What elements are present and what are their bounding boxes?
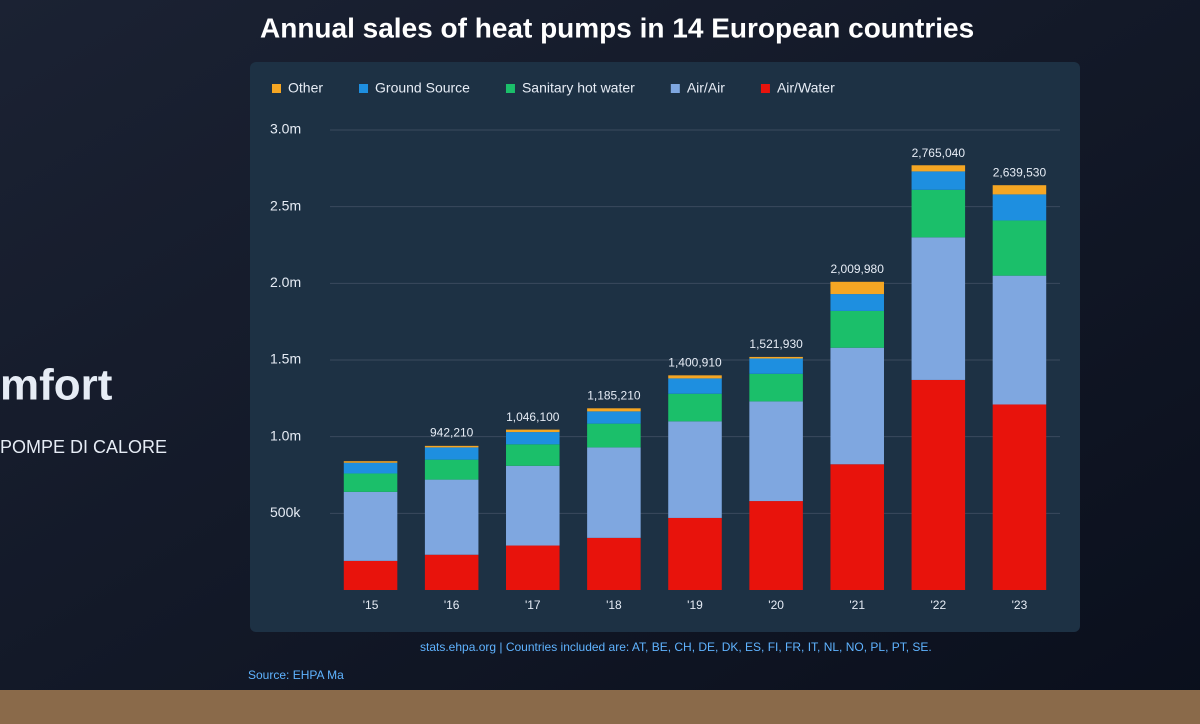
legend-swatch — [505, 84, 515, 93]
bar-segment — [992, 185, 1047, 195]
total-label: 2,765,040 — [912, 146, 966, 160]
bar-segment — [506, 465, 560, 546]
legend-label: Sanitary hot water — [522, 80, 635, 96]
bar-segment — [424, 445, 479, 448]
legend-swatch — [272, 84, 281, 93]
bar-segment — [506, 444, 560, 466]
bar-segment — [749, 401, 803, 502]
bar-segment — [830, 347, 884, 465]
x-tick-label: '16 — [444, 598, 460, 612]
bar-segment — [587, 423, 641, 448]
total-label: 1,185,210 — [587, 388, 641, 402]
x-tick-label: '23 — [1012, 598, 1028, 612]
legend-swatch — [760, 84, 770, 93]
bar-segment — [343, 462, 398, 474]
bar-segment — [830, 281, 884, 295]
bar-segment — [911, 165, 966, 172]
y-tick-label: 1.5m — [270, 351, 301, 367]
bar-segment — [424, 447, 479, 460]
bar-segment — [992, 404, 1047, 590]
bar-segment — [830, 294, 884, 311]
bar-segment — [749, 501, 803, 590]
legend-swatch — [670, 84, 680, 93]
bar-segment — [424, 479, 479, 555]
bar-segment — [343, 461, 398, 463]
x-tick-label: '17 — [525, 598, 541, 612]
legend-label: Other — [288, 80, 323, 96]
bar-segment — [749, 358, 803, 374]
total-label: 2,009,980 — [831, 262, 885, 276]
bar-segment — [668, 375, 722, 379]
x-tick-label: '18 — [606, 598, 622, 612]
y-tick-label: 2.5m — [270, 197, 301, 213]
legend-label: Ground Source — [375, 80, 470, 96]
bar-segment — [587, 447, 641, 538]
chart-title: Annual sales of heat pumps in 14 Europea… — [260, 12, 974, 43]
bar-segment — [424, 554, 479, 590]
total-label: 1,046,100 — [506, 410, 560, 424]
y-tick-label: 1.0m — [270, 427, 301, 443]
bar-segment — [587, 408, 641, 412]
bar-segment — [749, 373, 803, 402]
bar-segment — [587, 411, 641, 424]
x-tick-label: '19 — [687, 598, 703, 612]
bar-segment — [911, 171, 966, 190]
y-tick-label: 3.0m — [270, 121, 301, 137]
y-tick-label: 500k — [270, 504, 301, 520]
brand-subtitle: POMPE DI CALORE — [0, 437, 167, 457]
bar-segment — [506, 432, 560, 445]
bar-segment — [830, 464, 884, 590]
chart: 500k 1.0m 1.5m 2.0m 2.5m 3.0m Other Ground Sour… — [270, 80, 1060, 612]
source: stats.ehpa.org | Countries included are:… — [420, 640, 932, 654]
bar-segment — [992, 275, 1047, 405]
floor — [0, 690, 1200, 724]
total-label: 1,521,930 — [749, 337, 803, 351]
bar-segment — [749, 356, 803, 359]
bar-segment — [343, 560, 398, 590]
x-tick-label: '22 — [931, 598, 947, 612]
bar-segment — [506, 429, 560, 433]
total-label: 942,210 — [430, 426, 474, 440]
bar-segment — [992, 194, 1047, 221]
bar-segment — [668, 421, 722, 518]
bar-segment — [911, 237, 966, 380]
bar-segment — [911, 379, 966, 590]
bar-segment — [668, 393, 722, 422]
legend-swatch — [359, 84, 369, 93]
total-label: 1,400,910 — [668, 355, 722, 369]
bar-segment — [992, 220, 1047, 276]
bar-segment — [343, 473, 398, 492]
x-tick-label: '15 — [363, 598, 379, 612]
legend-label: Air/Air — [687, 80, 725, 96]
legend-label: Air/Water — [777, 80, 835, 96]
source: Source: EHPA Ma — [248, 668, 344, 682]
y-tick-label: 2.0m — [270, 274, 301, 290]
x-tick-label: '20 — [768, 598, 784, 612]
bar-segment — [911, 189, 966, 238]
bar-segment — [424, 459, 479, 480]
bar-segment — [343, 491, 398, 561]
x-tick-label: '21 — [849, 598, 865, 612]
bar-segment — [668, 378, 722, 394]
bar-segment — [830, 310, 884, 348]
total-label: 2,639,530 — [993, 165, 1047, 179]
bar-segment — [668, 517, 722, 590]
bar-segment — [587, 537, 641, 590]
bar-segment — [506, 545, 560, 590]
brand: mfort — [0, 361, 113, 410]
